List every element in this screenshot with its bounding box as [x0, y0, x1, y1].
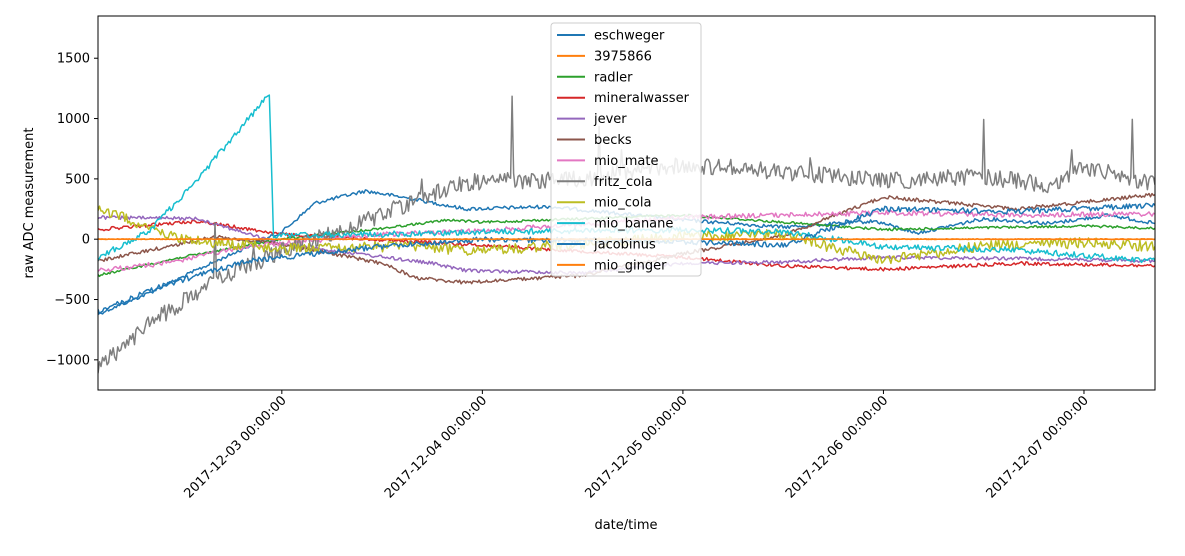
legend: eschweger 3975866 radler mineralwasser jever… [550, 22, 702, 277]
legend-label-7: fritz_cola [594, 175, 653, 190]
x-axis: 2017-12-03 00:00:00 2017-12-04 00:00:00 20… [181, 390, 1092, 501]
y-tick-label-1: −500 [54, 293, 90, 308]
y-tick-label-3: 500 [65, 172, 90, 187]
y-axis: −1000 −500 0 500 1000 1500 [46, 52, 98, 368]
legend-label-9: mio_banane [594, 217, 673, 232]
legend-label-6: mio_mate [594, 154, 658, 169]
x-tick-label-4: 2017-12-07 00:00:00 [984, 393, 1092, 501]
legend-label-11: mio_ginger [594, 258, 667, 273]
x-tick-label-3: 2017-12-06 00:00:00 [783, 393, 891, 501]
legend-label-3: mineralwasser [594, 91, 690, 106]
x-tick-label-0: 2017-12-03 00:00:00 [181, 393, 289, 501]
legend-label-5: becks [594, 133, 632, 148]
y-tick-label-5: 1500 [57, 52, 90, 67]
legend-label-1: 3975866 [594, 49, 652, 64]
x-tick-label-1: 2017-12-04 00:00:00 [382, 393, 490, 501]
legend-box [550, 22, 702, 277]
y-tick-label-4: 1000 [57, 112, 90, 127]
legend-label-4: jever [593, 112, 627, 127]
x-axis-label: date/time [594, 518, 657, 533]
legend-label-8: mio_cola [594, 196, 651, 211]
axes-frame [97, 15, 1156, 391]
x-tick-label-2: 2017-12-05 00:00:00 [582, 393, 690, 501]
legend-label-2: radler [594, 70, 633, 85]
y-axis-label: raw ADC measurement [22, 128, 37, 279]
legend-label-10: jacobinus [593, 238, 656, 253]
y-tick-label-2: 0 [82, 233, 90, 248]
legend-label-0: eschweger [594, 29, 665, 44]
y-tick-label-0: −1000 [46, 353, 90, 368]
